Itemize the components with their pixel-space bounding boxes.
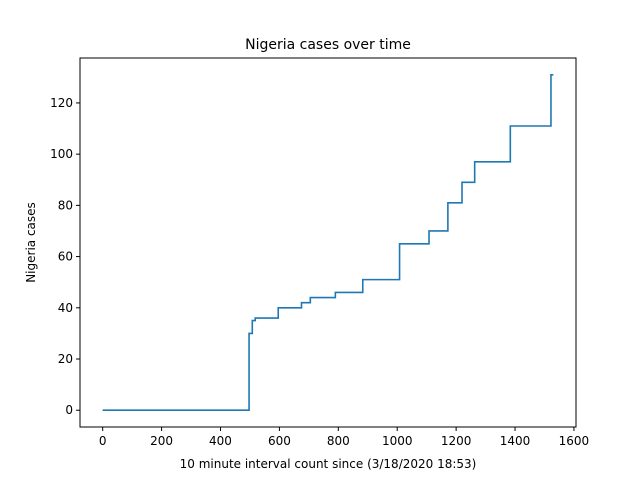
x-tick-label: 800 — [327, 434, 350, 448]
y-axis-ticks: 0 20 40 60 80 100 120 — [50, 96, 80, 417]
series-line — [102, 73, 554, 412]
y-tick-label: 100 — [50, 147, 73, 161]
x-tick-label: 600 — [268, 434, 291, 448]
x-tick-label: 1200 — [441, 434, 472, 448]
x-tick-label: 0 — [99, 434, 107, 448]
y-tick-label: 0 — [65, 403, 73, 417]
x-tick-label: 200 — [150, 434, 173, 448]
y-tick-label: 40 — [58, 301, 73, 315]
y-tick-label: 120 — [50, 96, 73, 110]
y-tick-label: 80 — [58, 198, 73, 212]
x-axis-label: 10 minute interval count since (3/18/202… — [180, 457, 477, 471]
x-tick-label: 1600 — [559, 434, 590, 448]
x-axis-ticks: 0 200 400 600 800 1000 1200 1400 1600 — [99, 427, 589, 448]
axes-frame — [79, 57, 577, 428]
y-tick-label: 20 — [58, 352, 73, 366]
y-tick-label: 60 — [58, 250, 73, 264]
chart-title: Nigeria cases over time — [245, 37, 411, 53]
plot-area — [102, 73, 554, 412]
x-tick-label: 1000 — [382, 434, 413, 448]
x-tick-label: 1400 — [500, 434, 531, 448]
x-tick-label: 400 — [209, 434, 232, 448]
y-axis-label: Nigeria cases — [24, 202, 38, 283]
